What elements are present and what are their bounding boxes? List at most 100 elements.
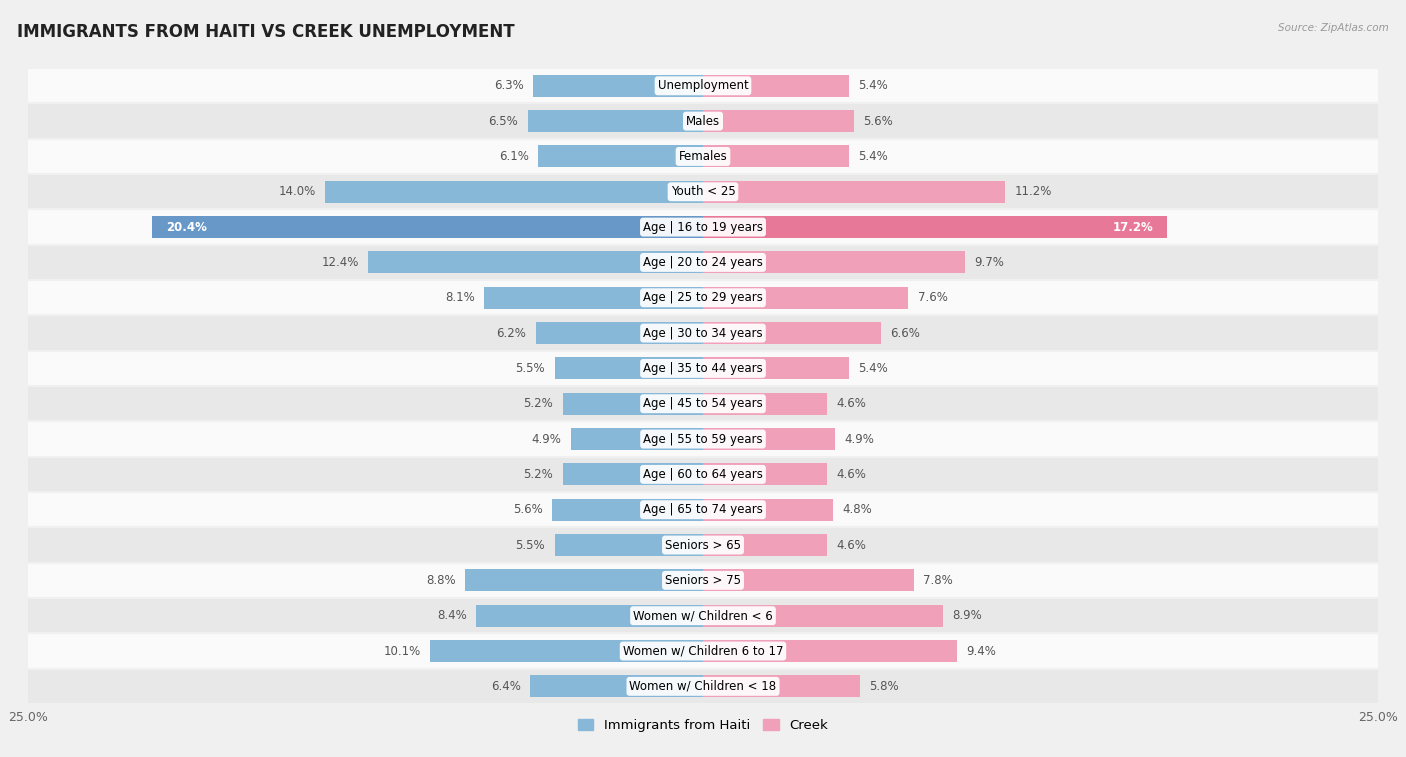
Bar [703,287,908,309]
Bar [703,357,849,379]
Text: 10.1%: 10.1% [384,644,420,658]
Bar [703,75,849,97]
Text: 5.4%: 5.4% [858,150,889,163]
Text: Age | 60 to 64 years: Age | 60 to 64 years [643,468,763,481]
Bar [28,245,1378,280]
Bar [28,210,1378,245]
Text: 7.6%: 7.6% [918,291,948,304]
Bar [28,174,1378,210]
Text: 8.1%: 8.1% [446,291,475,304]
Bar [703,569,914,591]
Text: 5.6%: 5.6% [513,503,543,516]
Text: 5.5%: 5.5% [516,538,546,552]
Text: 4.6%: 4.6% [837,397,866,410]
Bar [28,598,1378,634]
Bar [703,217,1167,238]
Text: 11.2%: 11.2% [1015,185,1052,198]
Text: Women w/ Children < 6: Women w/ Children < 6 [633,609,773,622]
Bar [703,605,943,627]
Text: Seniors > 75: Seniors > 75 [665,574,741,587]
Text: 8.4%: 8.4% [437,609,467,622]
Bar [562,463,703,485]
Bar [703,251,965,273]
Bar [152,217,703,238]
Text: 9.4%: 9.4% [966,644,995,658]
Bar [533,75,703,97]
Bar [484,287,703,309]
Bar [28,668,1378,704]
Bar [28,422,1378,456]
Text: 5.4%: 5.4% [858,362,889,375]
Bar [530,675,703,697]
Bar [703,463,827,485]
Bar [28,68,1378,104]
Text: Women w/ Children < 18: Women w/ Children < 18 [630,680,776,693]
Text: 6.2%: 6.2% [496,326,526,340]
Bar [536,322,703,344]
Text: Youth < 25: Youth < 25 [671,185,735,198]
Bar [28,350,1378,386]
Bar [325,181,703,203]
Bar [703,534,827,556]
Bar [527,111,703,132]
Bar [703,499,832,521]
Text: 5.6%: 5.6% [863,114,893,128]
Text: 5.4%: 5.4% [858,79,889,92]
Bar [28,456,1378,492]
Bar [28,104,1378,139]
Text: Age | 35 to 44 years: Age | 35 to 44 years [643,362,763,375]
Text: 5.8%: 5.8% [869,680,898,693]
Bar [703,428,835,450]
Bar [538,145,703,167]
Text: 4.9%: 4.9% [845,432,875,446]
Bar [703,640,956,662]
Text: 6.3%: 6.3% [494,79,523,92]
Text: Seniors > 65: Seniors > 65 [665,538,741,552]
Bar [28,139,1378,174]
Legend: Immigrants from Haiti, Creek: Immigrants from Haiti, Creek [578,719,828,732]
Text: Age | 30 to 34 years: Age | 30 to 34 years [643,326,763,340]
Text: 7.8%: 7.8% [922,574,953,587]
Bar [703,111,855,132]
Text: 12.4%: 12.4% [322,256,359,269]
Text: 8.8%: 8.8% [426,574,456,587]
Text: 5.2%: 5.2% [523,397,553,410]
Text: Age | 16 to 19 years: Age | 16 to 19 years [643,220,763,234]
Bar [703,145,849,167]
Text: Age | 65 to 74 years: Age | 65 to 74 years [643,503,763,516]
Text: 5.5%: 5.5% [516,362,546,375]
Text: 20.4%: 20.4% [166,220,207,234]
Bar [28,634,1378,668]
Bar [465,569,703,591]
Text: 6.4%: 6.4% [491,680,520,693]
Text: Age | 20 to 24 years: Age | 20 to 24 years [643,256,763,269]
Bar [703,181,1005,203]
Bar [28,562,1378,598]
Bar [571,428,703,450]
Bar [28,528,1378,562]
Text: 5.2%: 5.2% [523,468,553,481]
Text: 8.9%: 8.9% [953,609,983,622]
Bar [554,534,703,556]
Bar [368,251,703,273]
Text: 4.9%: 4.9% [531,432,561,446]
Text: 4.6%: 4.6% [837,468,866,481]
Text: Age | 55 to 59 years: Age | 55 to 59 years [643,432,763,446]
Text: 4.8%: 4.8% [842,503,872,516]
Bar [562,393,703,415]
Text: Unemployment: Unemployment [658,79,748,92]
Text: Source: ZipAtlas.com: Source: ZipAtlas.com [1278,23,1389,33]
Text: Women w/ Children 6 to 17: Women w/ Children 6 to 17 [623,644,783,658]
Text: Females: Females [679,150,727,163]
Bar [430,640,703,662]
Bar [703,393,827,415]
Text: Males: Males [686,114,720,128]
Text: Age | 45 to 54 years: Age | 45 to 54 years [643,397,763,410]
Text: 17.2%: 17.2% [1114,220,1154,234]
Text: 6.5%: 6.5% [488,114,517,128]
Text: IMMIGRANTS FROM HAITI VS CREEK UNEMPLOYMENT: IMMIGRANTS FROM HAITI VS CREEK UNEMPLOYM… [17,23,515,41]
Bar [28,386,1378,422]
Text: 14.0%: 14.0% [278,185,315,198]
Bar [703,675,859,697]
Text: Age | 25 to 29 years: Age | 25 to 29 years [643,291,763,304]
